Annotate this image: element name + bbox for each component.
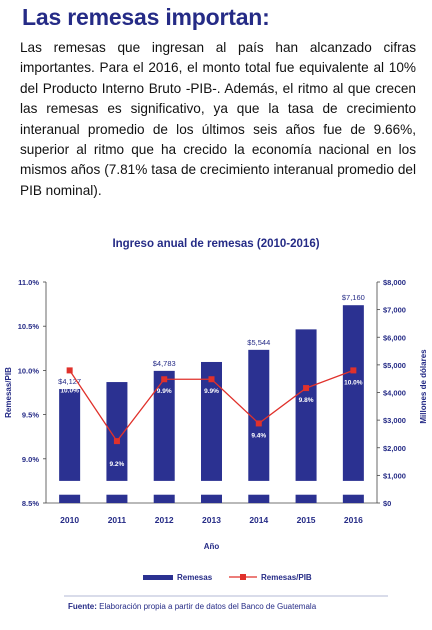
line-data-label: 9.2% — [110, 461, 125, 468]
x-tick-label: 2014 — [249, 515, 268, 525]
bar-remesas-base-2011 — [106, 494, 128, 503]
legend-label-remesas: Remesas — [177, 573, 213, 582]
bar-remesas-2012 — [153, 370, 175, 481]
heading-banner: Las remesas importan: — [14, 0, 419, 34]
bar-remesas-base-2012 — [153, 494, 175, 503]
left-tick-label: 10.0% — [18, 366, 40, 375]
x-tick-label: 2012 — [155, 515, 174, 525]
line-data-label: 9.9% — [157, 388, 172, 395]
right-tick-label: $1,000 — [383, 471, 406, 480]
y-axis-right-title: Millones de dólares — [419, 349, 428, 424]
bar-remesas-2016 — [342, 305, 364, 481]
right-tick-label: $3,000 — [383, 416, 406, 425]
left-tick-label: 11.0% — [18, 278, 39, 287]
right-tick-label: $2,000 — [383, 444, 406, 453]
bar-remesas-2011 — [106, 382, 128, 481]
x-tick-label: 2010 — [60, 515, 79, 525]
left-tick-label: 9.0% — [22, 455, 39, 464]
bar-remesas-2013 — [201, 361, 222, 481]
line-point-2016 — [350, 367, 357, 374]
y-axis-left-title: Remesas/PIB — [4, 367, 13, 418]
intro-paragraph: Las remesas que ingresan al país han alc… — [20, 40, 416, 198]
bar-remesas-base-2010 — [59, 494, 81, 503]
left-tick-label: 10.5% — [18, 322, 40, 331]
line-data-label: 10.0% — [344, 379, 363, 386]
x-tick-label: 2016 — [344, 515, 363, 525]
bar-remesas-2010 — [59, 388, 81, 481]
chart-title: Ingreso anual de remesas (2010-2016) — [112, 238, 320, 250]
bar-data-label: $4,127 — [58, 377, 81, 386]
x-tick-label: 2013 — [202, 515, 221, 525]
legend-label-remesas-pib: Remesas/PIB — [261, 573, 312, 582]
line-point-2013 — [208, 376, 215, 383]
right-tick-label: $5,000 — [383, 361, 406, 370]
right-tick-label: $8,000 — [383, 278, 406, 287]
right-tick-label: $7,000 — [383, 306, 406, 315]
legend-swatch-remesas — [143, 575, 173, 580]
source-text: Elaboración propia a partir de datos del… — [96, 602, 317, 611]
x-tick-label: 2015 — [297, 515, 316, 525]
line-point-2012 — [161, 376, 168, 383]
source-note: Fuente: Elaboración propia a partir de d… — [68, 602, 316, 611]
line-point-2010 — [66, 367, 73, 374]
right-tick-label: $6,000 — [383, 333, 406, 342]
line-data-label: 9.9% — [204, 388, 219, 395]
bar-data-label: $4,783 — [153, 359, 176, 368]
bar-remesas-base-2015 — [295, 494, 317, 503]
right-tick-label: $4,000 — [383, 389, 406, 398]
bar-data-label: $7,160 — [342, 293, 365, 302]
line-data-label: 9.4% — [251, 432, 266, 439]
left-tick-label: 9.5% — [22, 411, 39, 420]
line-point-2011 — [113, 438, 120, 445]
page-heading: Las remesas importan: — [22, 4, 270, 30]
bar-remesas-base-2016 — [342, 494, 364, 503]
legend-swatch-marker — [240, 574, 246, 580]
right-tick-label: $0 — [383, 499, 391, 508]
left-tick-label: 8.5% — [22, 499, 39, 508]
line-data-label: 10.0% — [60, 387, 79, 394]
line-point-2014 — [255, 420, 262, 427]
bar-data-label: $5,544 — [247, 338, 270, 347]
bar-remesas-2014 — [248, 349, 270, 481]
x-axis-title: Año — [204, 542, 220, 551]
bar-remesas-base-2013 — [201, 494, 222, 503]
x-tick-label: 2011 — [108, 515, 127, 525]
line-point-2015 — [303, 385, 310, 392]
source-label: Fuente: — [68, 602, 97, 611]
line-data-label: 9.8% — [299, 397, 314, 404]
bar-remesas-base-2014 — [248, 494, 270, 503]
bar-remesas-2015 — [295, 329, 317, 481]
